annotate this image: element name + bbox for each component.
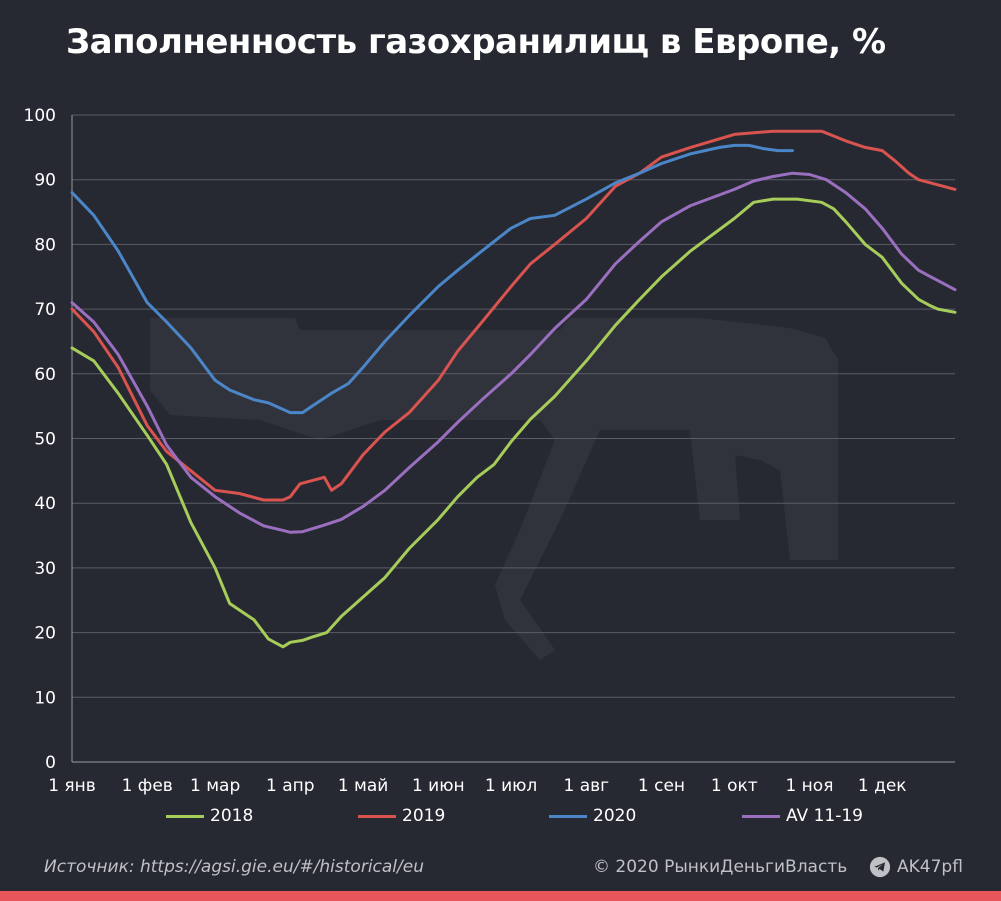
x-tick-label: 1 май [338,776,389,796]
line-chart: 0 10 20 30 40 50 60 70 80 90 100 1 янв 1 фев 1 мар 1 а… [24,106,957,796]
y-tick-label: 10 [34,688,56,708]
legend-label-2019: 2019 [402,806,446,826]
y-tick-label: 20 [34,624,56,644]
x-tick-label: 1 фев [122,776,173,796]
legend-swatch-2020 [549,814,587,818]
x-tick-label: 1 июн [412,776,465,796]
legend-item-av: AV 11-19 [742,806,863,826]
x-tick-label: 1 авг [563,776,609,796]
series-line-av-11-19 [70,171,957,534]
y-tick-label: 40 [34,494,56,514]
x-tick-label: 1 мар [190,776,240,796]
source-text: Источник: https://agsi.gie.eu/#/historic… [44,857,424,877]
page-title: Заполненность газохранилищ в Европе, % [66,22,886,62]
legend-item-2020: 2020 [549,806,636,826]
copyright-text: © 2020 РынкиДеньгиВласть [593,857,848,877]
y-tick-label: 60 [34,365,56,385]
legend-label-2018: 2018 [210,806,254,826]
legend-swatch-2019 [358,814,396,818]
legend-label-av: AV 11-19 [786,806,863,826]
x-tick-label: 1 ноя [785,776,833,796]
telegram-handle[interactable]: AK47pfl [869,856,963,878]
series-line-2018 [70,197,957,649]
y-tick-label: 90 [34,171,56,191]
x-tick-label: 1 дек [858,776,907,796]
rifle-watermark-icon [150,318,838,660]
footer: Источник: https://agsi.gie.eu/#/historic… [0,852,1001,888]
legend-swatch-av [742,814,780,818]
x-tick-label: 1 окт [711,776,758,796]
legend-label-2020: 2020 [593,806,637,826]
x-tick-label: 1 апр [266,776,315,796]
y-tick-label: 0 [45,753,56,773]
x-tick-label: 1 сен [638,776,685,796]
y-tick-label: 50 [34,430,56,450]
telegram-icon [869,856,891,878]
legend: 2018 2019 2020 AV 11-19 [0,806,1001,832]
legend-item-2018: 2018 [166,806,253,826]
y-tick-label: 30 [34,559,56,579]
y-tick-label: 100 [24,106,56,126]
series-line-2019 [70,129,957,502]
accent-bar [0,891,1001,901]
x-tick-label: 1 янв [48,776,96,796]
telegram-label: AK47pfl [897,857,963,877]
legend-item-2019: 2019 [358,806,445,826]
y-tick-label: 80 [34,235,56,255]
x-tick-label: 1 июл [485,776,537,796]
legend-swatch-2018 [166,814,204,818]
y-tick-label: 70 [34,300,56,320]
series-line-2020 [70,143,794,415]
